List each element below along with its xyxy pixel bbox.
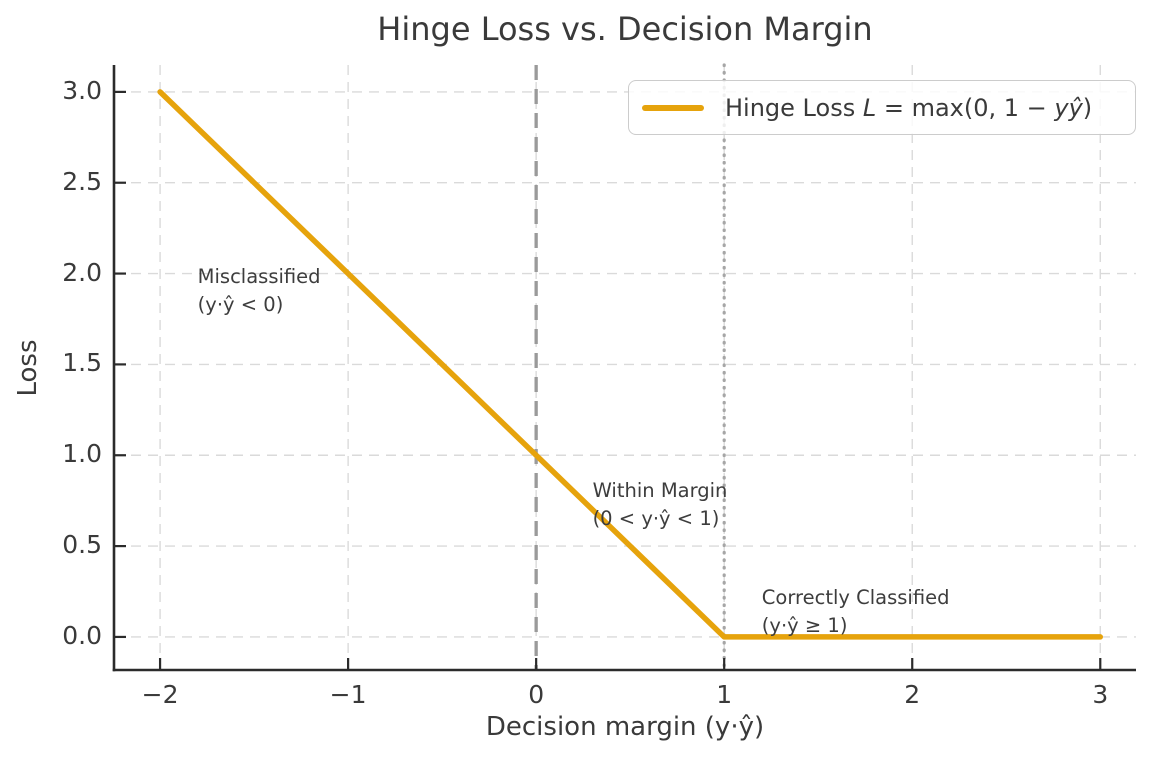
- legend: Hinge Loss L = max(0, 1 − yŷ): [628, 80, 1136, 135]
- annotation-line: Within Margin: [592, 479, 728, 503]
- annotation-correctly-classified: Correctly Classified (y·ŷ ≥ 1): [762, 584, 950, 640]
- y-tick-label: 1.5: [62, 348, 102, 378]
- annotation-misclassified: Misclassified (y·ŷ < 0): [198, 263, 321, 319]
- y-tick-label: 0.0: [62, 620, 102, 650]
- annotation-line: (0 < y·ŷ < 1): [592, 507, 720, 531]
- hinge-loss-line: [157, 89, 1104, 640]
- x-tick-label: −2: [141, 680, 179, 709]
- x-axis-label: Decision margin (y·ŷ): [485, 712, 765, 742]
- x-tick-label: 3: [1092, 680, 1109, 709]
- annotation-line: Misclassified: [197, 264, 321, 288]
- legend-math-L: L: [862, 93, 877, 122]
- annotation-line: (y·ŷ < 0): [197, 292, 284, 316]
- annotation-line: (y·ŷ ≥ 1): [761, 614, 848, 638]
- x-tick-label: 2: [904, 680, 921, 709]
- legend-text-mid: = max(0, 1 −: [876, 93, 1055, 122]
- legend-text: Hinge Loss: [725, 93, 863, 122]
- legend-text-close: ): [1082, 93, 1093, 122]
- x-tick-label: 1: [716, 680, 733, 709]
- y-tick-label: 2.0: [62, 257, 102, 287]
- y-tick-label: 3.0: [62, 75, 102, 105]
- y-tick-label: 2.5: [62, 166, 102, 196]
- y-tick-label: 1.0: [62, 439, 102, 469]
- legend-label: Hinge Loss L = max(0, 1 − yŷ): [725, 94, 1092, 122]
- annotation-line: Correctly Classified: [761, 586, 950, 610]
- y-tick-label: 0.5: [62, 530, 102, 560]
- legend-math-yyhat: yŷ: [1054, 93, 1083, 122]
- x-tick-label: 0: [528, 680, 545, 709]
- legend-line-sample: [642, 104, 704, 111]
- annotation-within-margin: Within Margin (0 < y·ŷ < 1): [593, 477, 728, 533]
- x-tick-label: −1: [329, 680, 367, 709]
- chart-title: Hinge Loss vs. Decision Margin: [377, 10, 873, 48]
